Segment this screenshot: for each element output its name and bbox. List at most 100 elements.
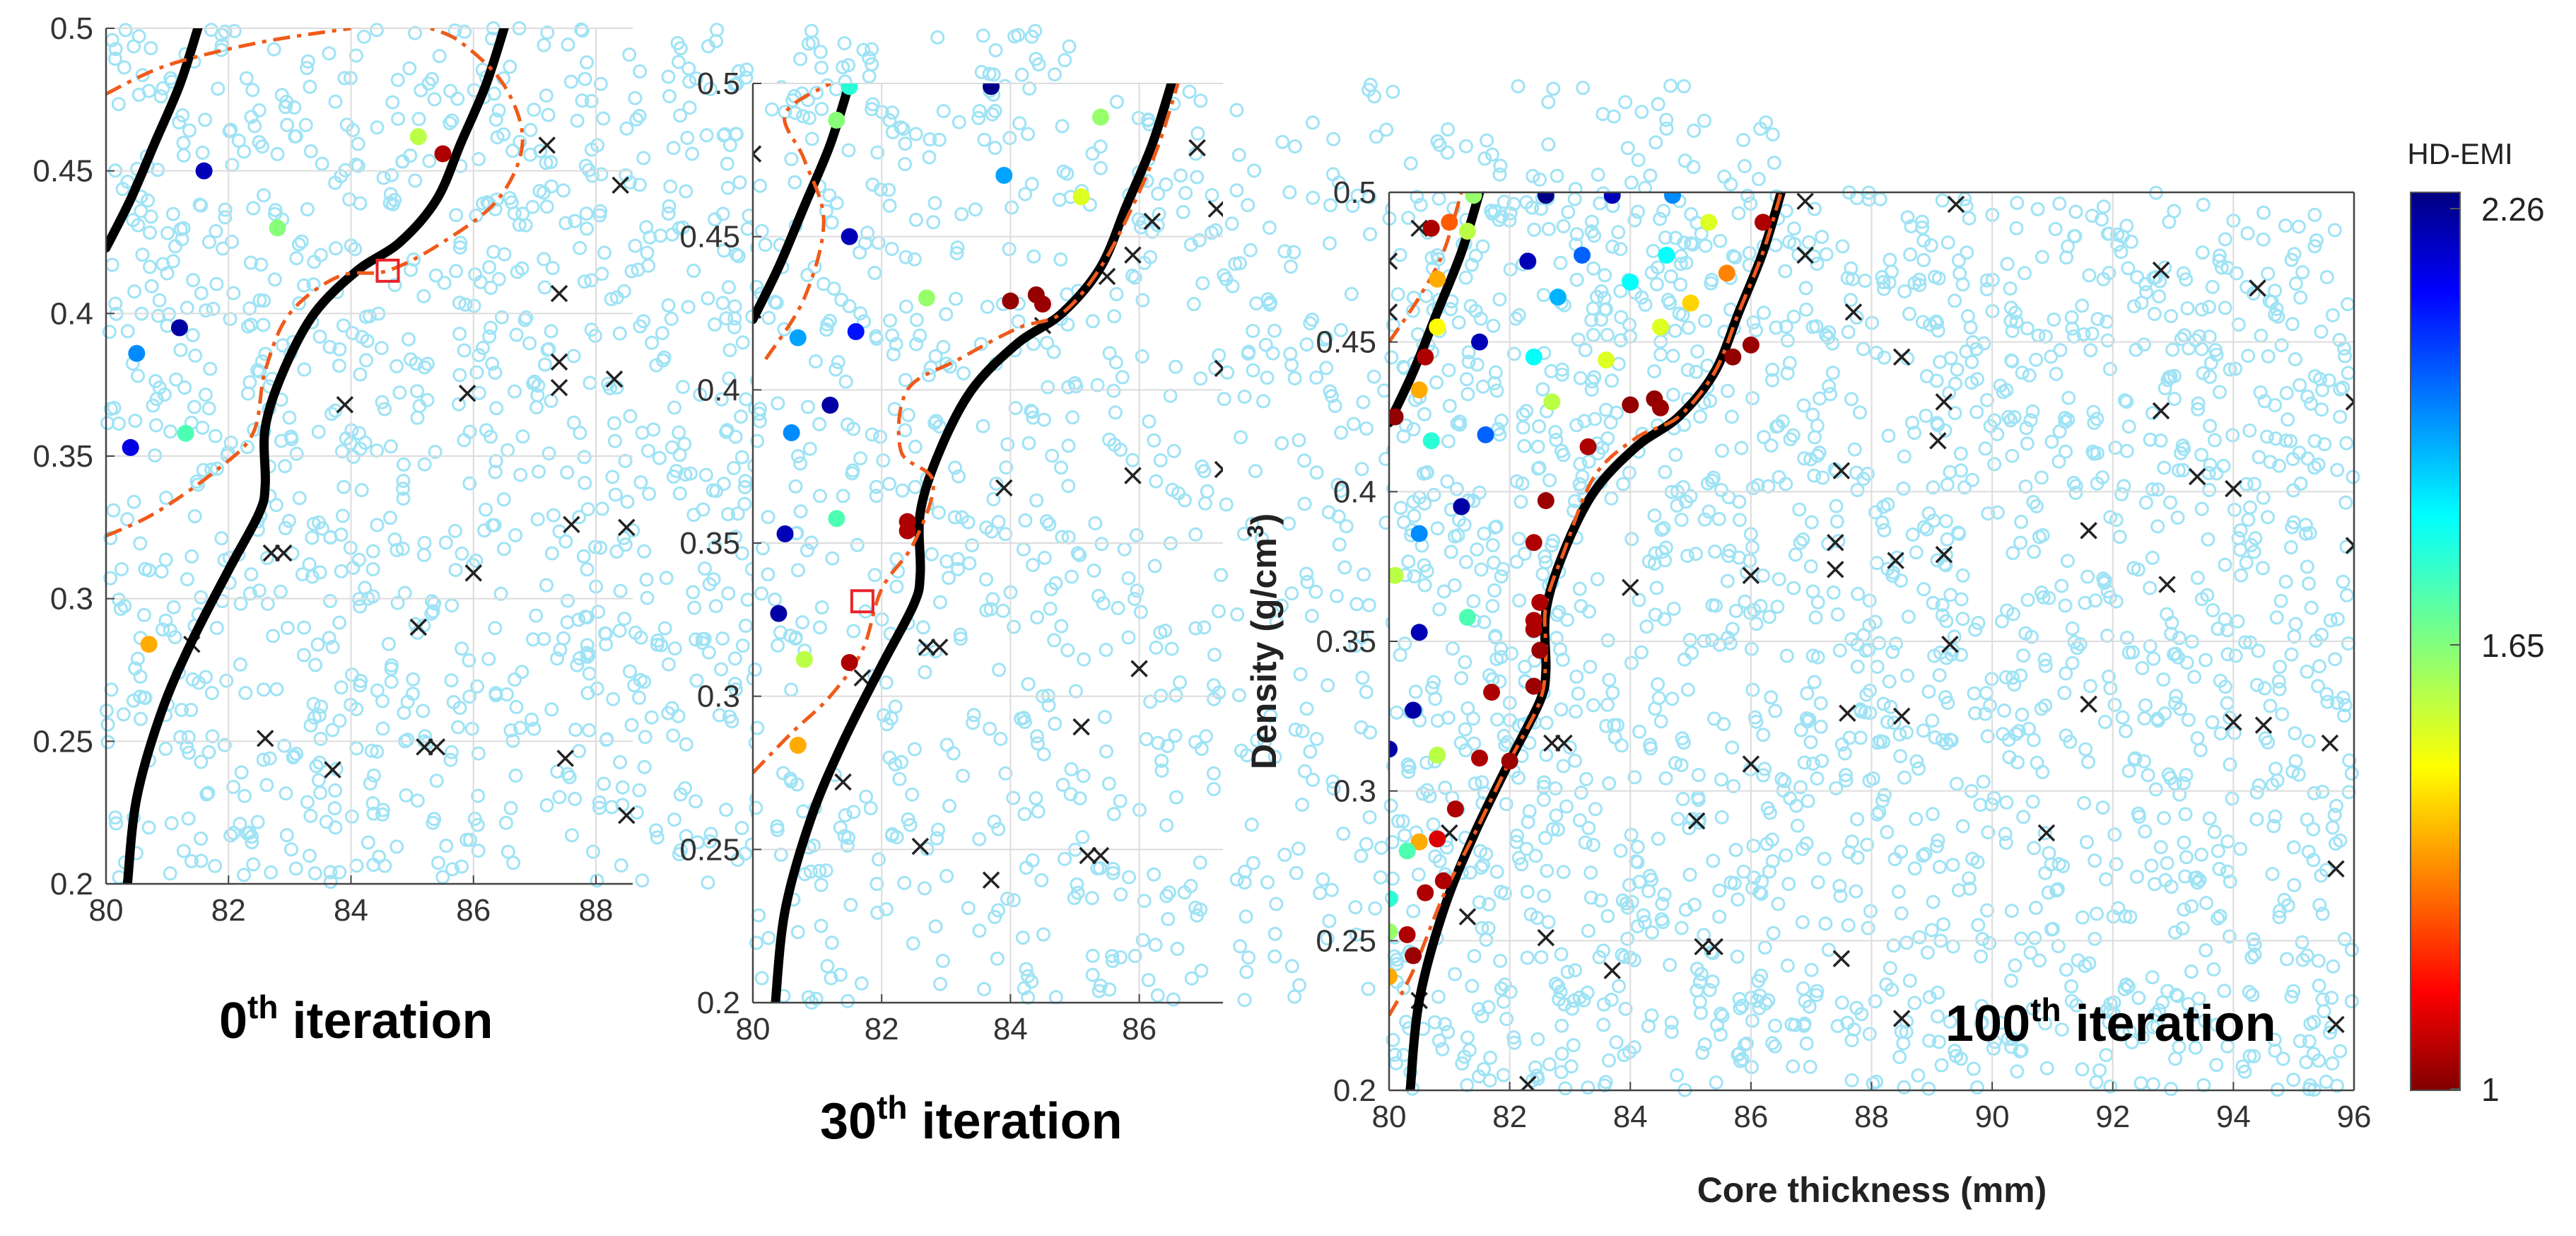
sample-circle (163, 623, 177, 638)
infeasible-marker (464, 564, 483, 582)
sample-circle (116, 707, 131, 722)
sample-circle (1316, 872, 1330, 887)
sample-circle (1605, 373, 1619, 388)
sample-circle (1306, 115, 1320, 130)
sample-circle (2164, 880, 2179, 894)
sample-circle (1780, 958, 1795, 973)
sample-circle (1645, 925, 1659, 940)
sample-circle (684, 466, 698, 481)
sample-circle (416, 547, 431, 562)
sample-circle (1212, 604, 1226, 619)
sample-circle (429, 774, 444, 788)
sample-circle (1743, 553, 1757, 568)
sample-circle (1877, 788, 1892, 803)
sample-circle (1968, 622, 1983, 637)
sample-circle (2212, 861, 2227, 876)
sample-circle (490, 130, 505, 145)
sample-circle (680, 131, 695, 145)
sample-circle (1902, 306, 1916, 321)
sample-circle (1583, 865, 1598, 880)
sample-circle (488, 465, 503, 479)
sample-circle (1154, 754, 1169, 768)
sample-circle (503, 800, 518, 815)
sample-circle (2244, 950, 2259, 964)
sample-circle (1002, 242, 1017, 257)
sample-circle (1491, 421, 1505, 436)
sample-circle (1605, 685, 1620, 700)
plot-content (1389, 192, 2354, 1090)
sample-circle (448, 563, 463, 578)
sample-circle (2307, 433, 2322, 448)
sample-circle (1656, 204, 1671, 218)
sample-circle (1245, 516, 1260, 531)
sample-circle (1883, 961, 1897, 976)
sample-circle (1015, 931, 1030, 945)
sample-circle (2108, 441, 2123, 455)
sample-circle (1762, 610, 1776, 624)
sampled-point (1531, 641, 1549, 659)
sample-circle (353, 367, 368, 382)
sample-circle (233, 596, 248, 611)
sample-circle (2230, 614, 2245, 629)
sample-circle (952, 469, 966, 484)
sample-circle (663, 179, 678, 194)
sample-circle (1309, 584, 1323, 599)
sample-circle (1536, 288, 1551, 303)
sample-circle (1714, 483, 1728, 497)
sample-circle (2018, 266, 2032, 281)
sample-circle (184, 703, 199, 717)
sample-circle (1149, 640, 1164, 655)
sample-circle (1492, 674, 1507, 689)
sample-circle (1135, 349, 1149, 363)
sample-circle (1772, 572, 1786, 587)
sample-circle (1777, 774, 1792, 788)
sample-circle (1979, 282, 1994, 297)
sample-circle (1641, 1019, 1656, 1034)
sample-circle (1711, 512, 1726, 526)
sample-circle (1295, 798, 1309, 812)
sample-circle (822, 188, 837, 203)
sample-circle (2169, 689, 2184, 704)
sample-circle (1977, 336, 1991, 351)
y-tick-label: 0.35 (1316, 624, 1376, 659)
sampled-point (1429, 318, 1446, 336)
sample-circle (307, 255, 322, 269)
sample-circle (2172, 463, 2186, 478)
sample-circle (2002, 750, 2017, 764)
sample-circle (2052, 196, 2067, 211)
sample-circle (2259, 429, 2274, 444)
sample-circle (1101, 776, 1116, 791)
sample-circle (397, 457, 411, 472)
sample-circle (239, 71, 254, 86)
sample-circle (949, 246, 964, 261)
sample-circle (525, 712, 539, 727)
infeasible-marker (1742, 755, 1760, 773)
sample-circle (693, 387, 708, 402)
sample-circle (2018, 626, 2033, 641)
sample-circle (1940, 235, 1955, 250)
sample-circle (640, 245, 655, 260)
sample-circle (437, 276, 452, 291)
sampled-point (122, 438, 139, 456)
sample-circle (1391, 814, 1405, 829)
sample-circle (425, 594, 439, 609)
sample-circle (392, 385, 407, 400)
sample-circle (838, 808, 853, 822)
sample-circle (508, 672, 522, 687)
sample-circle (972, 832, 987, 846)
sample-circle (2217, 984, 2232, 998)
sample-circle (2179, 768, 2194, 783)
sample-circle (1899, 935, 1914, 950)
sample-circle (907, 742, 922, 757)
sample-circle (1886, 938, 1901, 953)
sample-circle (2256, 205, 2271, 220)
sample-circle (2025, 794, 2040, 809)
sample-circle (1532, 460, 1547, 475)
sample-circle (2249, 785, 2264, 800)
sample-circle (519, 310, 534, 325)
sample-circle (870, 145, 885, 160)
sample-circle (722, 371, 737, 386)
sample-circle (1909, 812, 1924, 827)
sample-circle (1482, 668, 1497, 683)
sample-circle (706, 572, 721, 587)
